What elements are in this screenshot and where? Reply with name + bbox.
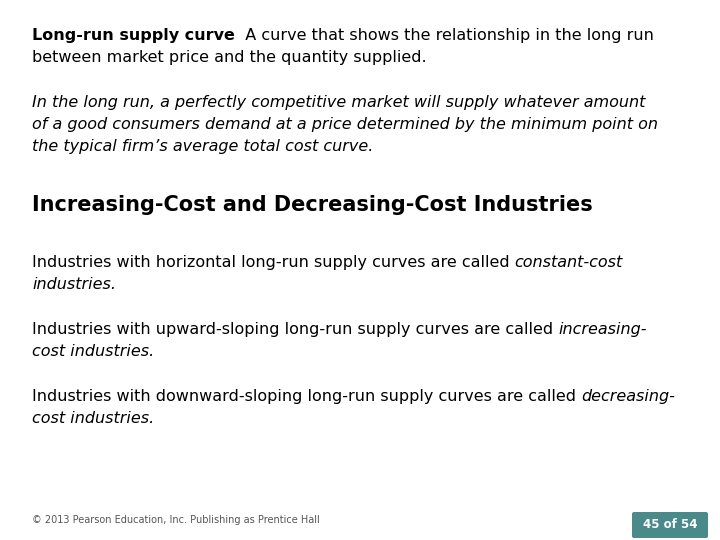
Text: between market price and the quantity supplied.: between market price and the quantity su… — [32, 50, 427, 65]
Text: Industries with horizontal long-run supply curves are called: Industries with horizontal long-run supp… — [32, 255, 515, 270]
Text: increasing-: increasing- — [558, 322, 647, 337]
Text: the typical firm’s average total cost curve.: the typical firm’s average total cost cu… — [32, 139, 374, 154]
Text: Increasing-Cost and Decreasing-Cost Industries: Increasing-Cost and Decreasing-Cost Indu… — [32, 195, 593, 215]
Text: Industries with upward-sloping long-run supply curves are called: Industries with upward-sloping long-run … — [32, 322, 558, 337]
Text: constant-cost: constant-cost — [515, 255, 623, 270]
Text: decreasing-: decreasing- — [581, 389, 675, 404]
Text: 45 of 54: 45 of 54 — [643, 518, 697, 531]
Text: Long-run supply curve: Long-run supply curve — [32, 28, 235, 43]
Text: © 2013 Pearson Education, Inc. Publishing as Prentice Hall: © 2013 Pearson Education, Inc. Publishin… — [32, 515, 320, 525]
Text: of a good consumers demand at a price determined by the minimum point on: of a good consumers demand at a price de… — [32, 117, 658, 132]
Text: industries.: industries. — [32, 277, 116, 292]
Text: cost industries.: cost industries. — [32, 344, 154, 359]
Text: cost industries.: cost industries. — [32, 411, 154, 426]
Text: A curve that shows the relationship in the long run: A curve that shows the relationship in t… — [235, 28, 654, 43]
FancyBboxPatch shape — [632, 512, 708, 538]
Text: In the long run, a perfectly competitive market will supply whatever amount: In the long run, a perfectly competitive… — [32, 95, 645, 110]
Text: Industries with downward-sloping long-run supply curves are called: Industries with downward-sloping long-ru… — [32, 389, 581, 404]
